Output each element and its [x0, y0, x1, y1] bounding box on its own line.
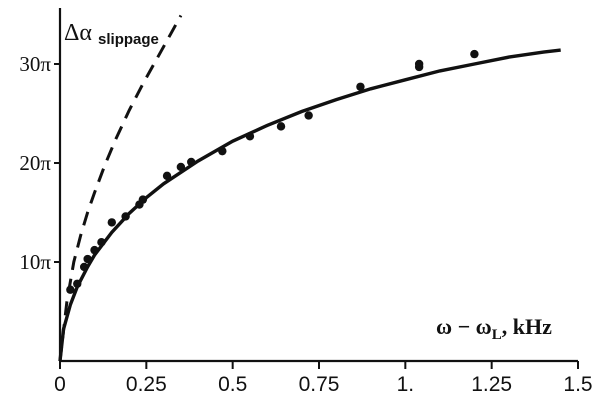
data-point	[162, 171, 172, 181]
x-axis-label-suffix: , kHz	[502, 314, 552, 339]
series-solid-curve	[58, 48, 561, 362]
y-axis-label-main: Δα	[64, 20, 92, 46]
series-data-points	[66, 49, 479, 294]
x-axis-label-sub: L	[492, 327, 502, 343]
x-tick-label: 1.25	[471, 373, 512, 394]
data-point	[107, 218, 117, 227]
y-tick-label: 10π	[19, 250, 51, 274]
data-point	[470, 49, 479, 59]
x-tick-label: 0.5	[218, 373, 247, 394]
y-axis-label-sub: slippage	[98, 31, 159, 48]
axes	[58, 8, 578, 363]
data-point	[414, 59, 424, 69]
series-layer	[58, 14, 561, 362]
series-dashed-curve	[58, 14, 183, 362]
x-axis-label: ω − ωL, kHz	[436, 314, 552, 343]
x-tick-label: 1.	[397, 373, 415, 394]
y-tick-label: 30π	[19, 52, 51, 76]
x-tick-label: 0.75	[299, 373, 340, 394]
y-axis-label: Δα slippage	[64, 20, 159, 48]
data-point	[304, 111, 313, 120]
y-tick-label: 20π	[19, 151, 51, 175]
data-point	[356, 82, 365, 91]
x-tick-label: 1.5	[563, 373, 592, 394]
x-axis-label-main: ω − ω	[436, 314, 492, 339]
data-point	[276, 122, 286, 131]
x-tick-label: 0.25	[126, 373, 167, 394]
x-tick-label: 0	[54, 373, 66, 394]
x-ticks: 0 0.25 0.5 0.75 1. 1.25 1.5	[54, 361, 592, 394]
y-ticks: 10π 20π 30π	[19, 52, 60, 274]
